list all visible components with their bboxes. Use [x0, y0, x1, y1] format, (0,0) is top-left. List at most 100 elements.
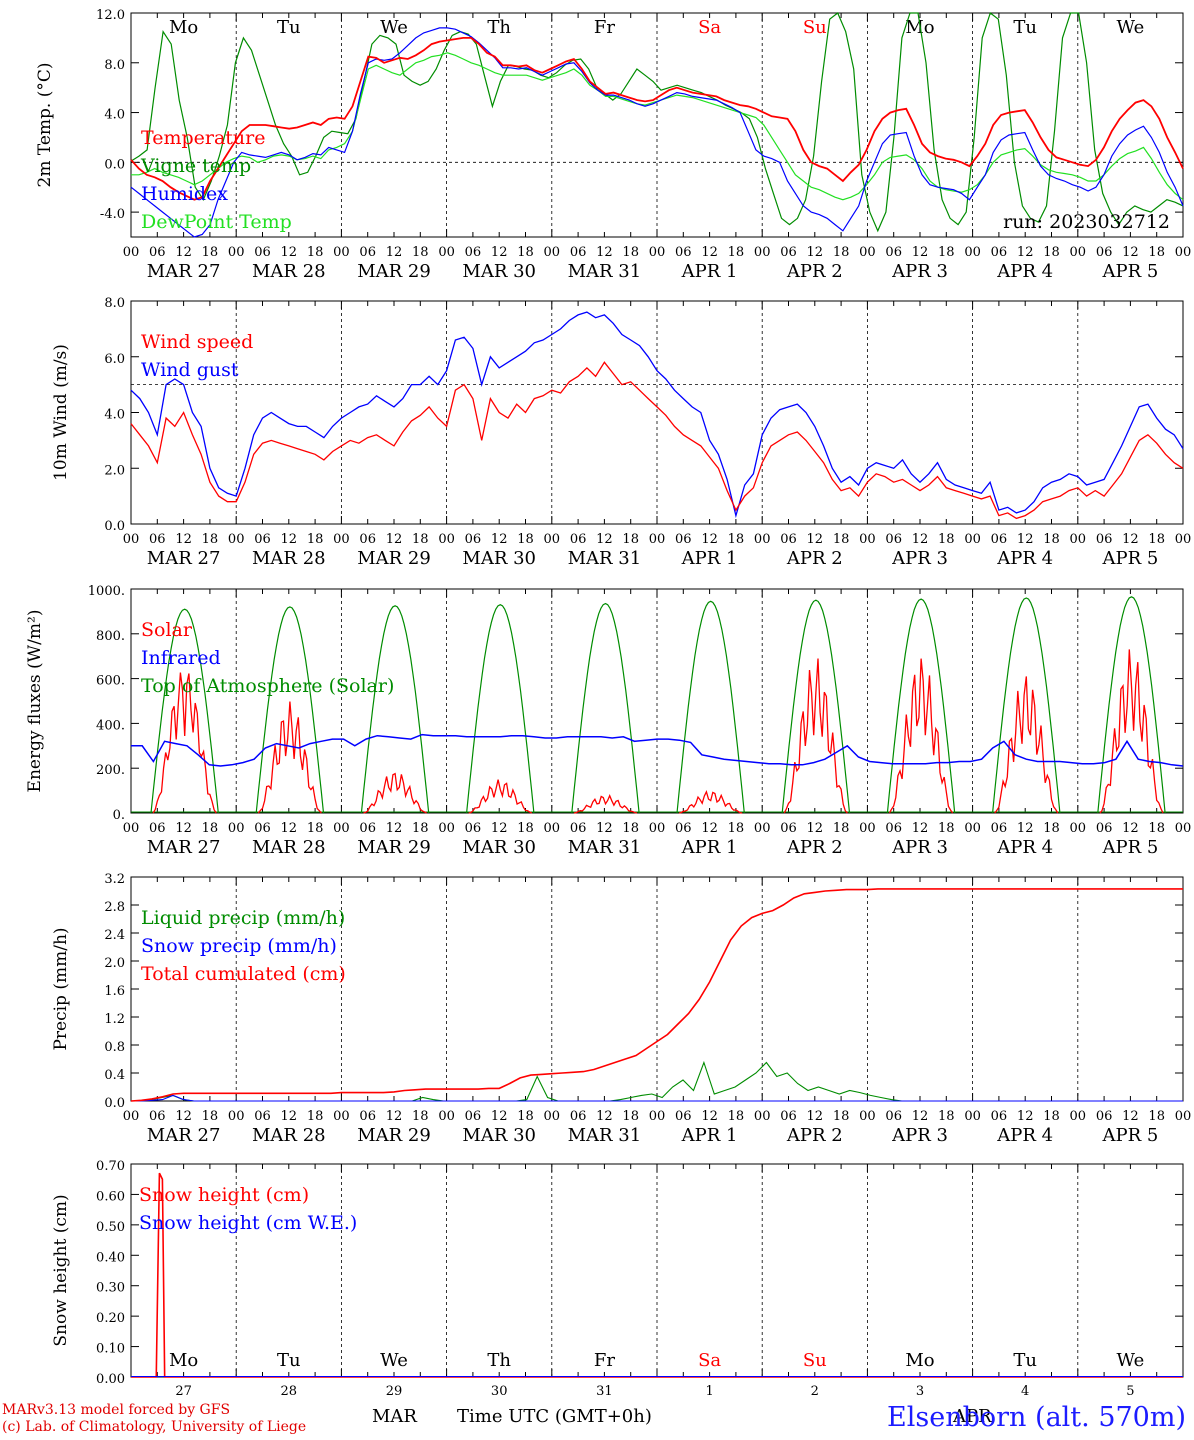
run-label: run: 2023032712	[1003, 211, 1170, 233]
hour-tick-label: 06	[675, 821, 692, 836]
legend-entry: Infrared	[141, 647, 221, 669]
legend-entry: Liquid precip (mm/h)	[141, 907, 345, 929]
hour-tick-label: 18	[202, 245, 219, 260]
hour-tick-label: 18	[412, 1109, 429, 1124]
weekday-label: Su	[803, 17, 827, 38]
y-tick-label: 3.2	[104, 872, 125, 887]
hour-tick-label: 18	[307, 821, 324, 836]
legend-entry: Total cumulated (cm)	[141, 963, 346, 985]
hour-tick-label: 06	[149, 245, 166, 260]
hour-tick-label: 00	[438, 1109, 455, 1124]
hour-tick-label: 12	[912, 245, 929, 260]
weekday-label: Fr	[594, 1350, 615, 1371]
hour-tick-label: 06	[1096, 532, 1113, 547]
hour-tick-label: 06	[885, 1109, 902, 1124]
date-label: MAR 29	[357, 837, 431, 858]
legend-entry: Vigne temp	[140, 155, 251, 177]
y-tick-label: 200.	[96, 763, 125, 778]
hour-tick-label: 18	[622, 532, 639, 547]
date-label: APR 1	[681, 1125, 738, 1146]
weekday-label: Tu	[1013, 17, 1037, 38]
y-tick-label: 2.8	[104, 900, 125, 915]
hour-tick-label: 06	[465, 532, 482, 547]
hour-tick-label: 00	[649, 532, 666, 547]
hour-tick-label: 06	[359, 821, 376, 836]
hour-tick-label: 12	[912, 1109, 929, 1124]
y-tick-label: 2.0	[104, 956, 125, 971]
hour-tick-label: 18	[622, 245, 639, 260]
hour-tick-label: 12	[491, 1109, 508, 1124]
y-tick-label: -4.0	[100, 207, 125, 222]
series-line-total-cumulated-cm-	[130, 888, 1183, 1102]
plot-frame-2	[130, 300, 1184, 525]
y-axis-label: Precip (mm/h)	[51, 927, 71, 1050]
hour-tick-label: 06	[149, 532, 166, 547]
y-tick-label: 0.50	[96, 1220, 125, 1235]
hour-tick-label: 18	[307, 532, 324, 547]
credit-line-2: (c) Lab. of Climatology, University of L…	[2, 1419, 307, 1435]
hour-tick-label: 00	[228, 1109, 245, 1124]
hour-tick-label: 18	[202, 821, 219, 836]
date-label: MAR 29	[357, 548, 431, 569]
hour-tick-label: 00	[1070, 532, 1087, 547]
hour-tick-label: 12	[175, 821, 192, 836]
series-line-infrared	[131, 733, 1184, 767]
date-label: MAR 31	[568, 548, 642, 569]
date-label: APR 5	[1101, 1125, 1158, 1146]
hour-tick-label: 06	[570, 245, 587, 260]
hour-tick-label: 00	[754, 245, 771, 260]
hour-tick-label: 00	[964, 821, 981, 836]
hour-tick-label: 00	[228, 245, 245, 260]
hour-tick-label: 00	[964, 245, 981, 260]
hour-tick-label: 12	[1017, 532, 1034, 547]
weekday-label: Tu	[277, 17, 301, 38]
station-label: Elsenborn (alt. 570m)	[887, 1402, 1186, 1433]
date-label: MAR 27	[147, 548, 221, 569]
weekday-label: Th	[487, 1350, 511, 1371]
series-line-vigne-temp	[130, 12, 1184, 233]
model-credit: MARv3.13 model forced by GFS (c) Lab. of…	[2, 1402, 306, 1436]
day-number-label: 27	[175, 1384, 192, 1399]
series-line-wind-speed	[130, 361, 1184, 520]
hour-tick-label: 12	[281, 821, 298, 836]
day-number-label: 3	[916, 1384, 924, 1399]
hour-tick-label: 12	[701, 532, 718, 547]
hour-tick-label: 18	[307, 245, 324, 260]
hour-tick-label: 00	[964, 1109, 981, 1124]
hour-tick-label: 12	[701, 1109, 718, 1124]
y-tick-label: 0.30	[96, 1281, 125, 1296]
weekday-label: Th	[487, 17, 511, 38]
hour-tick-label: 00	[754, 532, 771, 547]
date-label: MAR 28	[252, 261, 326, 282]
date-label: APR 3	[891, 1125, 948, 1146]
date-label: APR 4	[996, 261, 1053, 282]
hour-tick-label: 18	[517, 532, 534, 547]
hour-tick-label: 06	[1096, 1109, 1113, 1124]
weekday-label: Mo	[169, 1350, 198, 1371]
date-label: MAR 30	[462, 837, 536, 858]
weekday-label: Sa	[698, 1350, 721, 1371]
hour-tick-label: 18	[1043, 1109, 1060, 1124]
hour-tick-label: 06	[359, 532, 376, 547]
day-number-label: 31	[596, 1384, 613, 1399]
hour-tick-label: 00	[123, 1109, 140, 1124]
legend-entry: Temperature	[141, 127, 265, 149]
date-label: APR 3	[891, 548, 948, 569]
hour-tick-label: 12	[386, 532, 403, 547]
hour-tick-label: 18	[412, 821, 429, 836]
hour-tick-label: 06	[1096, 821, 1113, 836]
hour-tick-label: 12	[596, 245, 613, 260]
date-label: APR 1	[681, 261, 738, 282]
date-label: APR 2	[786, 548, 843, 569]
date-label: APR 3	[891, 261, 948, 282]
hour-tick-label: 12	[912, 821, 929, 836]
hour-tick-label: 06	[780, 245, 797, 260]
y-tick-label: 8.0	[104, 296, 125, 311]
hour-tick-label: 06	[254, 245, 271, 260]
hour-tick-label: 18	[1148, 1109, 1165, 1124]
hour-tick-label: 12	[807, 245, 824, 260]
hour-tick-label: 18	[833, 1109, 850, 1124]
date-label: MAR 29	[357, 261, 431, 282]
hour-tick-label: 18	[202, 532, 219, 547]
hour-tick-label: 18	[517, 821, 534, 836]
